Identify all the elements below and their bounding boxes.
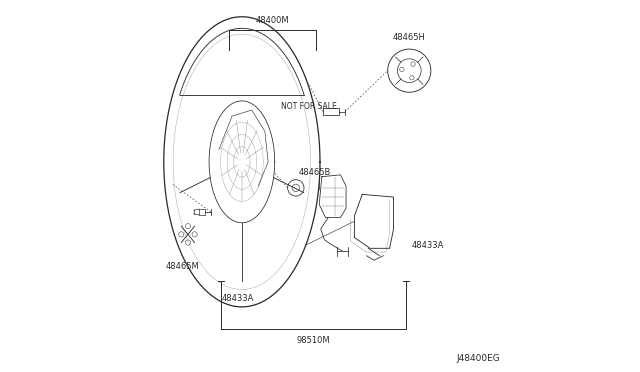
Text: NOT FOR SALE: NOT FOR SALE: [281, 102, 337, 110]
Text: J48400EG: J48400EG: [457, 354, 500, 363]
Text: 48465B: 48465B: [299, 168, 331, 177]
Text: 48433A: 48433A: [411, 241, 444, 250]
Text: 48433A: 48433A: [221, 294, 254, 303]
Text: 48465H: 48465H: [393, 33, 426, 42]
Text: 98510M: 98510M: [297, 336, 330, 345]
Bar: [323, 108, 339, 115]
Text: 48465M: 48465M: [166, 262, 200, 271]
Text: 48400M: 48400M: [256, 16, 289, 25]
